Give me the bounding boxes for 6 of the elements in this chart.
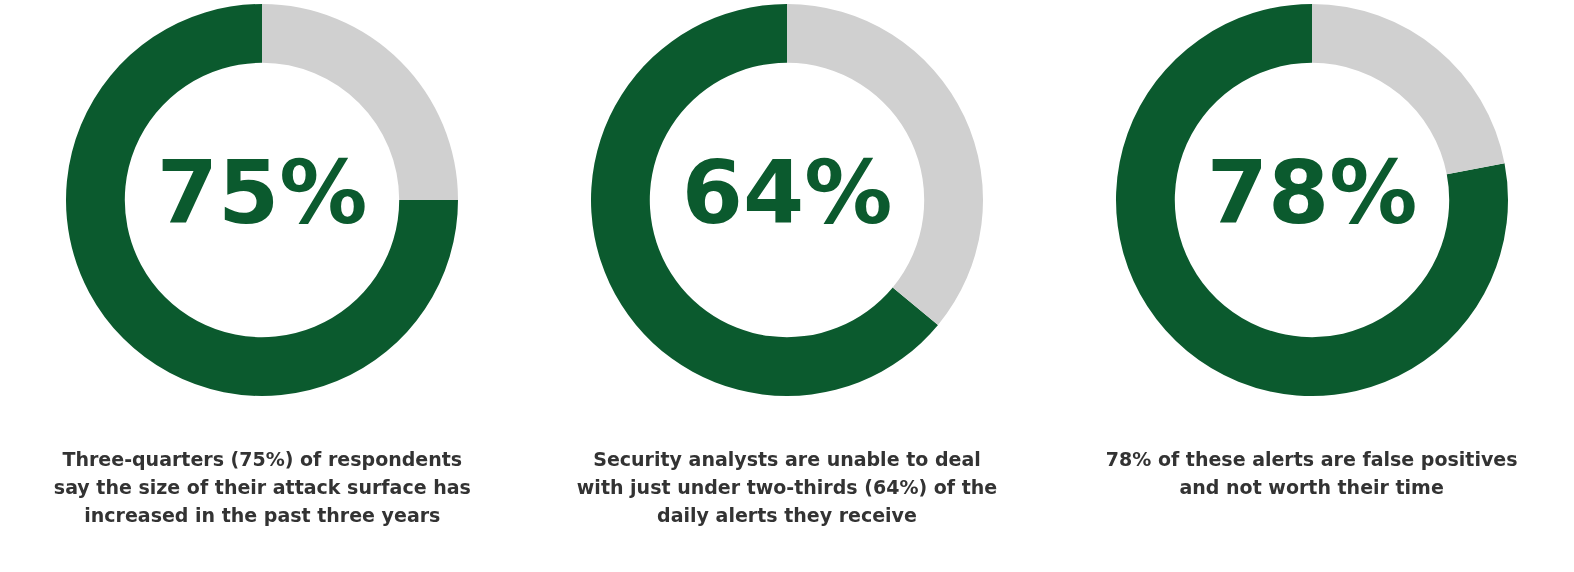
data-label: 78% xyxy=(1206,140,1417,244)
text: 78% of these alerts are false positives and not worth their time xyxy=(1104,447,1519,500)
text: Three-quarters (75%) of respondents say the size of their attack surface has increased in the past three years xyxy=(52,447,472,528)
data-label: 75% xyxy=(157,140,368,244)
data-label: 64% xyxy=(681,140,893,244)
text: Security analysts are unable to deal with just under two-thirds (64%) of the daily alerts they receive xyxy=(575,447,999,528)
